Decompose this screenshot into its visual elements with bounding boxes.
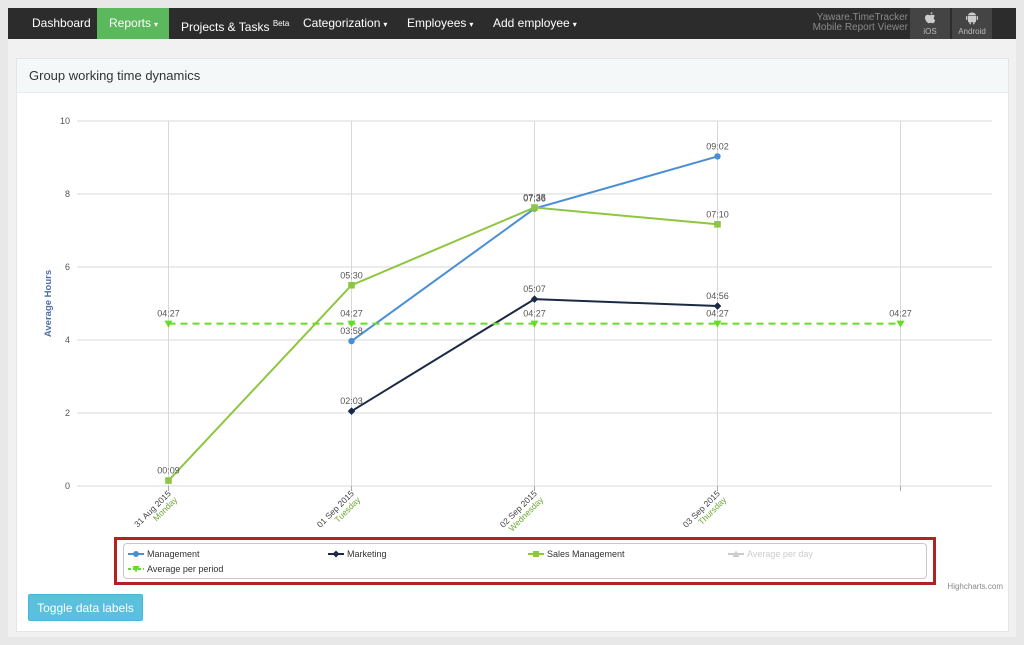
y-tick-label: 2 [65,408,70,418]
data-label: 03:58 [340,326,363,336]
data-point [348,337,355,345]
data-label: 05:07 [523,284,546,294]
nav-dashboard-label: Dashboard [32,16,91,30]
data-point [531,204,538,211]
chevron-down-icon: ▾ [383,20,388,29]
data-label: 04:56 [706,291,729,301]
brand-line-1: Yaware.TimeTracker [816,12,908,23]
y-tick-label: 4 [65,335,70,345]
data-point [347,407,356,415]
data-point [714,153,721,160]
data-point [714,220,721,228]
nav-dashboard[interactable]: Dashboard [20,8,103,39]
nav-add-employee-label: Add employee [493,16,570,30]
legend-marker-icon [728,550,744,557]
data-point [165,477,172,484]
beta-badge: Beta [272,19,290,28]
y-tick-label: 0 [65,481,70,491]
data-label: 09:02 [706,141,729,151]
legend-marker-icon [128,551,144,557]
series-line [167,206,718,482]
data-label: 04:27 [706,309,729,319]
toggle-data-labels-button[interactable]: Toggle data labels [28,594,143,621]
data-point [347,320,356,328]
chart-legend: Management Marketing Sales Management Av… [123,543,927,579]
data-label: 04:27 [340,309,363,319]
y-axis-title: Average Hours [43,270,54,337]
legend-highlight-box: Management Marketing Sales Management Av… [114,537,936,585]
android-label: Android [958,27,986,36]
data-point [896,320,905,328]
nav-projects-label: Projects & Tasks [181,20,270,34]
legend-label: Sales Management [547,549,625,559]
panel-header: Group working time dynamics [17,59,1008,93]
data-label: 04:27 [157,309,180,319]
ios-label: iOS [923,27,937,36]
data-label: 00:09 [157,466,180,476]
nav-add-employee[interactable]: Add employee ▾ [481,8,589,39]
nav-reports-label: Reports [109,16,152,30]
brand-text: Yaware.TimeTracker Mobile Report Viewer [813,13,908,33]
android-app-link[interactable]: Android [952,8,992,39]
data-label: 07:38 [523,193,546,203]
report-panel: Group working time dynamics 0 2 4 6 8 10 31 Au… [16,58,1009,632]
legend-label: Management [147,549,200,559]
legend-marker-icon [128,566,144,573]
data-label: 04:27 [523,309,546,319]
data-label: 07:36 [523,194,546,204]
y-tick-label: 10 [60,116,70,126]
data-point [530,320,539,328]
data-label: 04:27 [889,309,912,319]
y-tick-label: 8 [65,189,70,199]
nav-reports[interactable]: Reports ▾ [97,8,169,39]
y-tick-label: 6 [65,262,70,272]
data-point [713,320,722,328]
data-label: 05:30 [340,270,363,280]
highcharts-credit[interactable]: Highcharts.com [947,582,1003,591]
apple-icon [910,11,950,27]
data-label: 07:10 [706,209,729,219]
chevron-down-icon: ▾ [469,20,474,29]
legend-label: Average per period [147,564,224,574]
nav-employees[interactable]: Employees ▾ [395,8,485,39]
legend-label: Average per day [747,549,813,559]
data-point [164,320,173,328]
chevron-down-icon: ▾ [154,20,159,29]
android-icon [952,11,992,27]
ios-app-link[interactable]: iOS [910,8,950,39]
nav-categorization-label: Categorization [303,16,381,30]
legend-marker-icon [528,551,544,557]
panel-title: Group working time dynamics [29,68,201,83]
data-label: 02:03 [340,396,363,406]
data-point [713,302,722,310]
top-navbar: Dashboard Reports ▾ Projects & Tasks Beta… [8,8,1016,39]
legend-marker-icon [328,550,344,558]
nav-projects-tasks[interactable]: Projects & Tasks Beta [169,8,301,39]
chevron-down-icon: ▾ [572,20,577,29]
nav-employees-label: Employees [407,16,467,30]
data-point [348,281,355,289]
legend-label: Marketing [347,549,387,559]
nav-categorization[interactable]: Categorization ▾ [291,8,399,39]
brand-line-2: Mobile Report Viewer [812,22,908,33]
data-point [530,295,539,303]
